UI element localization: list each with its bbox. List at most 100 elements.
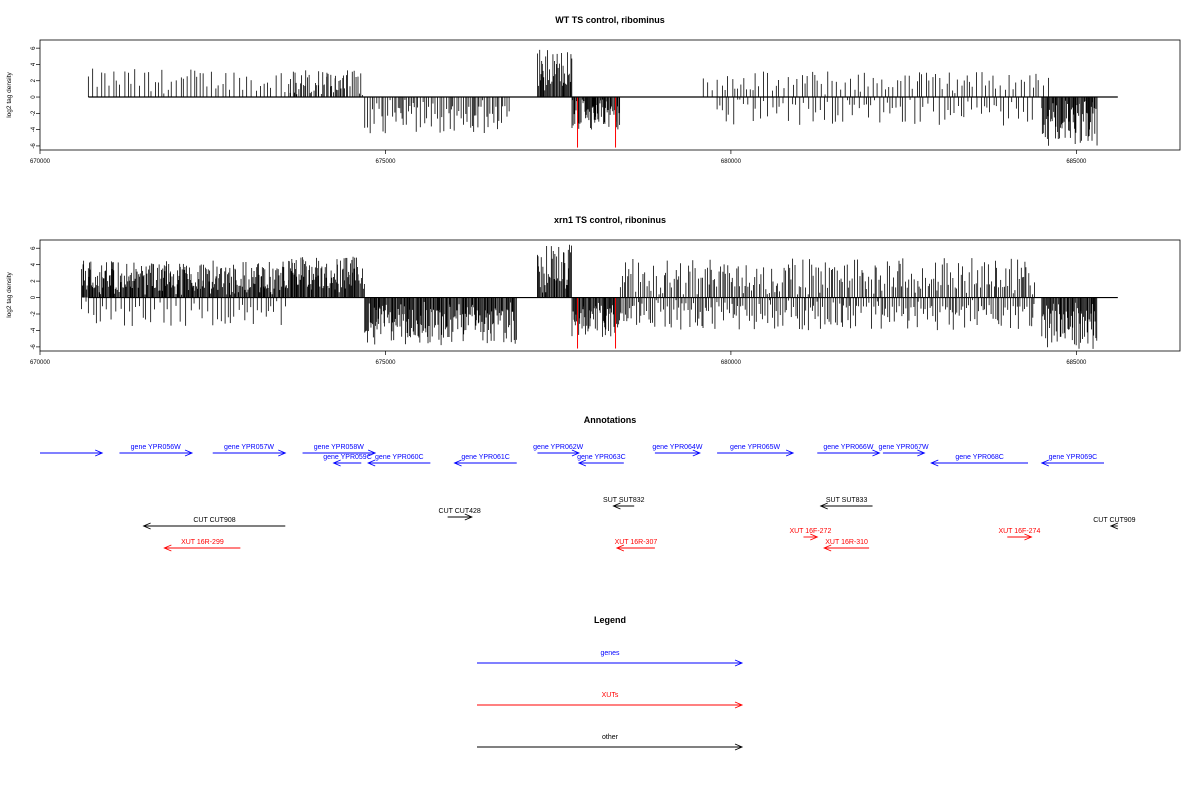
signal-bars [87,49,1118,148]
arrow-head [453,459,462,467]
feature-label: SUT SUT832 [603,497,645,504]
feature-label: XUT 16R-307 [615,539,658,546]
x-tick-label: 685000 [1066,159,1087,165]
feature-arrow: CUT CUT908 [142,517,286,530]
feature-label: gene YPR065W [730,444,780,451]
arrow-head [734,659,744,667]
annotations-title: Annotations [584,415,637,425]
x-axis: 670000 675000 680000 685000 [30,351,1087,366]
arrow-head [142,522,151,530]
y-axis-label: log2 tag density [6,271,13,317]
signal-bars [81,244,1118,349]
legend-label: XUTs [602,692,619,699]
feature-label: gene YPR061C [461,454,510,461]
feature-arrow: CUT CUT909 [1093,517,1136,530]
feature-arrow: SUT SUT832 [603,497,645,510]
feature-label: gene YPR068C [955,454,1004,461]
arrow-head [571,449,581,457]
arrow-head [332,459,341,467]
arrow-head [95,449,104,457]
y-tick-label: -6 [31,143,37,149]
y-tick-label: -6 [31,344,37,350]
arrow-head [367,459,376,467]
arrow-head [917,449,926,457]
feature-label: gene YPR067W [879,444,929,451]
x-tick-label: 680000 [721,360,742,366]
feature-arrow: gene YPR060C [367,454,431,467]
arrow-head [464,513,473,521]
y-axis: 6 4 2 0 -2 -4 -6 [31,246,40,350]
annotation-features: gene YPR056W gene YPR057W gene YPR058W gene… [40,444,1136,552]
y-tick-label: 2 [31,279,37,283]
feature-label: gene YPR063C [577,454,626,461]
feature-arrow: gene YPR067W [879,444,929,457]
feature-label: CUT CUT908 [193,517,235,524]
feature-arrow: gene YPR063C [577,454,626,467]
x-tick-label: 675000 [375,159,396,165]
y-tick-label: 4 [31,62,37,66]
arrow-head [692,449,701,457]
arrow-head [785,449,795,457]
arrow-head [577,459,587,467]
arrow-head [734,701,744,709]
feature-label: gene YPR059C [323,454,372,461]
feature-label: gene YPR058W [314,444,364,451]
arrow-head [278,449,287,457]
arrow-head [1109,522,1119,530]
x-tick-label: 685000 [1066,360,1087,366]
y-tick-label: -2 [31,110,37,116]
feature-arrow: XUT 16R-299 [163,539,241,552]
y-axis-label: log2 tag density [6,71,13,117]
feature-arrow: gene YPR064W [652,444,703,457]
plot-frame [39,39,1181,151]
arrow-head [823,544,832,552]
feature-arrow: gene YPR066W [817,444,881,457]
arrow-head [872,449,881,457]
legend-item: XUTs [477,692,744,709]
panel-title: WT TS control, ribominus [555,15,665,25]
legend-label: genes [600,650,620,657]
feature-label: XUT 16R-310 [825,539,868,546]
legend-title: Legend [594,615,626,625]
feature-label: CUT CUT428 [439,508,481,515]
y-tick-label: -4 [31,327,37,333]
feature-arrow: gene YPR058W [302,444,377,457]
arrow-head [819,502,828,510]
feature-label: gene YPR062W [533,444,583,451]
y-tick-label: 6 [31,46,37,50]
x-tick-label: 680000 [721,159,742,165]
y-tick-label: 6 [31,246,37,250]
x-axis: 670000 675000 680000 685000 [30,150,1087,165]
feature-arrow: CUT CUT428 [439,508,481,521]
feature-arrow: SUT SUT833 [819,497,873,510]
feature-label: SUT SUT833 [826,497,868,504]
feature-arrow: XUT 16R-307 [615,539,658,552]
feature-arrow: gene YPR056W [119,444,194,457]
track-panel-wt: WT TS control, ribominus log2 tag densit… [6,15,1181,165]
feature-arrow: XUT 16F-274 [998,528,1040,541]
feature-label: gene YPR060C [375,454,424,461]
feature-label: gene YPR066W [823,444,873,451]
feature-arrow: XUT 16R-310 [823,539,870,552]
y-axis: 6 4 2 0 -2 -4 -6 [31,46,40,149]
arrow-head [1024,533,1033,541]
legend-item: genes [477,650,744,667]
y-tick-label: 0 [31,295,37,299]
x-tick-label: 670000 [30,159,51,165]
feature-label: gene YPR057W [224,444,274,451]
x-tick-label: 675000 [375,360,396,366]
arrow-head [615,544,625,552]
feature-label: gene YPR056W [131,444,181,451]
feature-arrow: gene YPR069C [1040,454,1104,467]
feature-arrow [40,449,104,457]
y-tick-label: 4 [31,262,37,266]
feature-label: XUT 16F-272 [789,528,831,535]
arrow-head [163,544,172,552]
feature-label: gene YPR069C [1049,454,1098,461]
arrow-head [930,459,939,467]
feature-arrow: gene YPR059C [323,454,372,467]
feature-label: gene YPR064W [652,444,702,451]
feature-arrow: gene YPR068C [930,454,1028,467]
feature-label: XUT 16F-274 [998,528,1040,535]
